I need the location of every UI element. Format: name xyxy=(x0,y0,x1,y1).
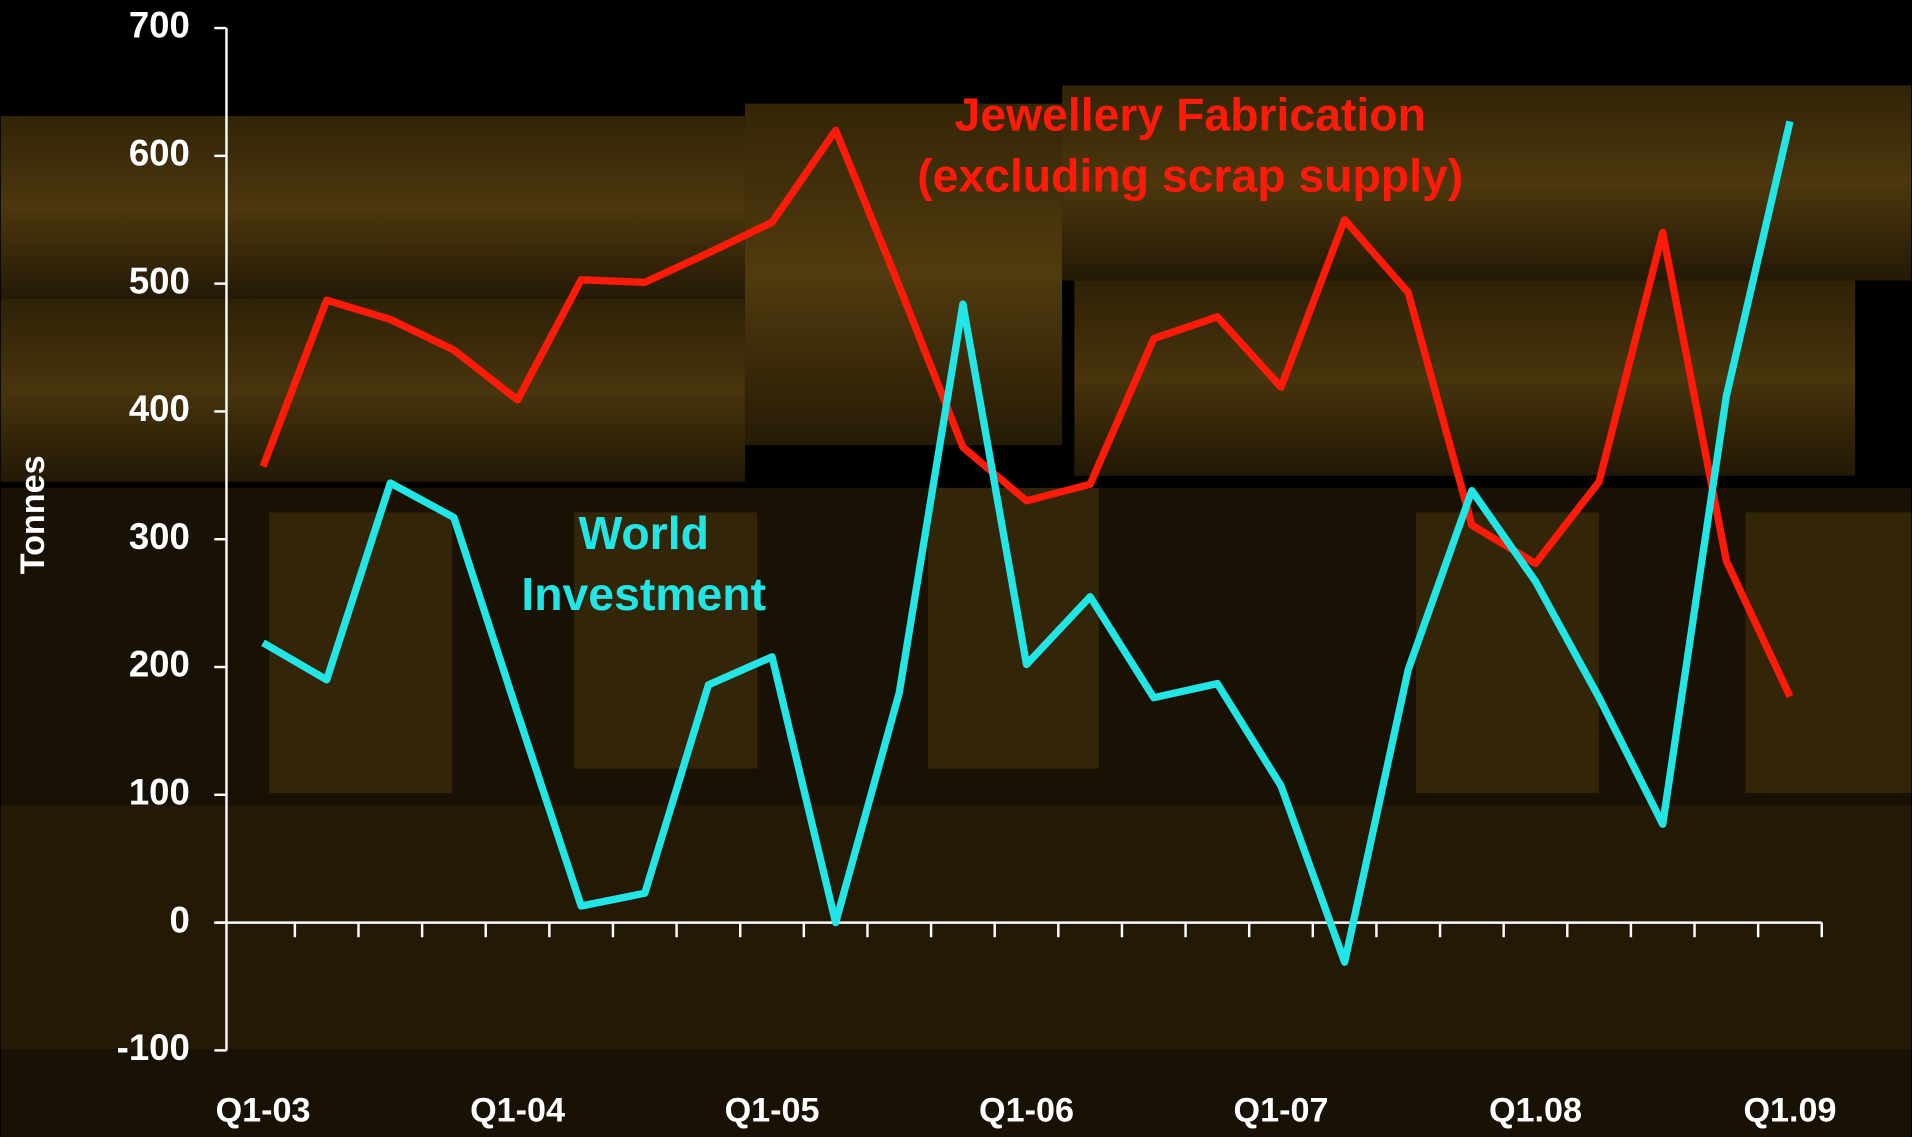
series-label: World xyxy=(578,507,708,559)
series-label: (excluding scrap supply) xyxy=(917,150,1463,202)
x-tick-label: Q1-06 xyxy=(979,1092,1074,1130)
line-series xyxy=(259,126,1794,698)
series-label: Jewellery Fabrication xyxy=(955,89,1426,141)
x-tick-label: Q1.08 xyxy=(1489,1092,1582,1130)
y-tick-label: 400 xyxy=(129,388,190,429)
y-tick-label: 500 xyxy=(129,260,190,301)
series-label: Investment xyxy=(521,568,766,620)
x-tick-label: Q1.09 xyxy=(1743,1092,1836,1130)
y-tick-label: 200 xyxy=(129,644,190,685)
x-tick-label: Q1-04 xyxy=(470,1092,565,1130)
y-axis-label: Tonnes xyxy=(14,455,52,574)
x-tick-label: Q1-05 xyxy=(725,1092,820,1130)
x-tick-label: Q1-07 xyxy=(1234,1092,1329,1130)
y-tick-label: 600 xyxy=(129,133,190,174)
x-tick-label: Q1-03 xyxy=(216,1092,311,1130)
y-tick-label: -100 xyxy=(117,1027,190,1068)
y-tick-label: 100 xyxy=(129,771,190,812)
y-tick-label: 700 xyxy=(129,5,190,46)
y-tick-label: 0 xyxy=(170,899,190,940)
y-tick-label: 300 xyxy=(129,516,190,557)
line-series xyxy=(261,120,1794,966)
